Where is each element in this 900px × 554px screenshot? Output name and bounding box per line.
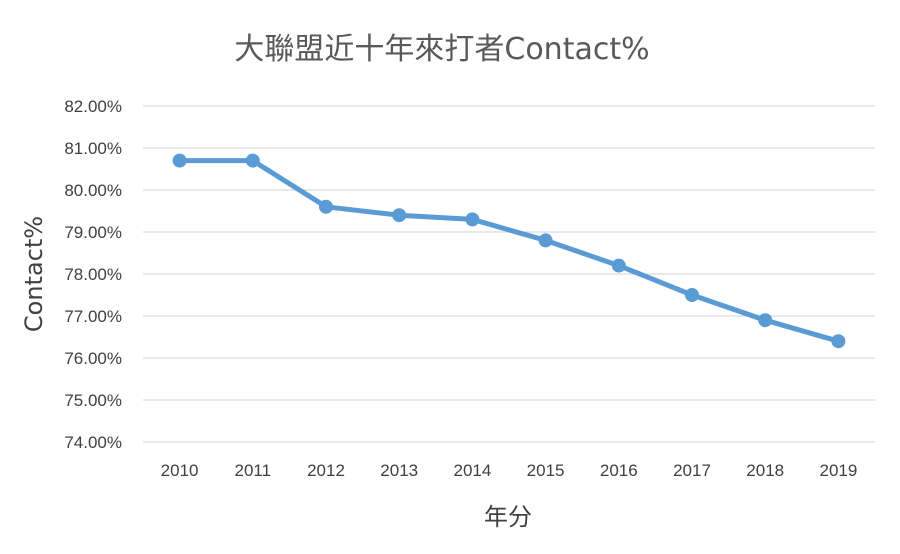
x-tick-label: 2013 <box>380 461 418 480</box>
data-point <box>319 199 333 214</box>
y-tick-label: 78.00% <box>64 265 122 284</box>
series-layer <box>172 153 846 349</box>
x-axis-ticks: 2010 2011 2012 2013 2014 2015 2016 2017 2018 2019 <box>161 461 858 480</box>
data-point <box>758 313 773 328</box>
x-axis-label: 年分 <box>484 503 532 531</box>
y-tick-label: 82.00% <box>64 97 122 116</box>
y-tick-label: 76.00% <box>64 349 122 368</box>
y-axis-label: Contact% <box>20 216 48 332</box>
y-tick-label: 77.00% <box>64 307 122 326</box>
series-line <box>177 158 841 344</box>
x-tick-label: 2010 <box>161 461 199 480</box>
y-tick-label: 81.00% <box>64 139 122 158</box>
data-point <box>465 212 480 227</box>
x-tick-label: 2015 <box>527 461 565 480</box>
x-tick-label: 2017 <box>673 461 711 480</box>
data-point <box>831 334 846 349</box>
y-tick-label: 74.00% <box>64 433 122 452</box>
y-tick-label: 79.00% <box>64 223 122 242</box>
data-point <box>685 288 699 302</box>
data-point <box>611 258 626 273</box>
data-point <box>172 153 187 168</box>
y-tick-label: 80.00% <box>64 181 122 200</box>
y-tick-label: 75.00% <box>64 391 122 410</box>
y-axis-ticks: 74.00% 75.00% 76.00% 77.00% 78.00% 79.00% 80.0… <box>64 97 122 452</box>
x-tick-label: 2016 <box>600 461 638 480</box>
data-point <box>245 153 260 168</box>
data-point <box>392 208 407 223</box>
x-tick-label: 2014 <box>453 461 491 480</box>
x-tick-label: 2018 <box>746 461 784 480</box>
x-tick-label: 2012 <box>307 461 345 480</box>
chart-title: 大聯盟近十年來打者Contact% <box>234 32 649 67</box>
x-tick-label: 2011 <box>235 461 272 480</box>
x-tick-label: 2019 <box>819 461 857 480</box>
data-point <box>538 233 553 248</box>
